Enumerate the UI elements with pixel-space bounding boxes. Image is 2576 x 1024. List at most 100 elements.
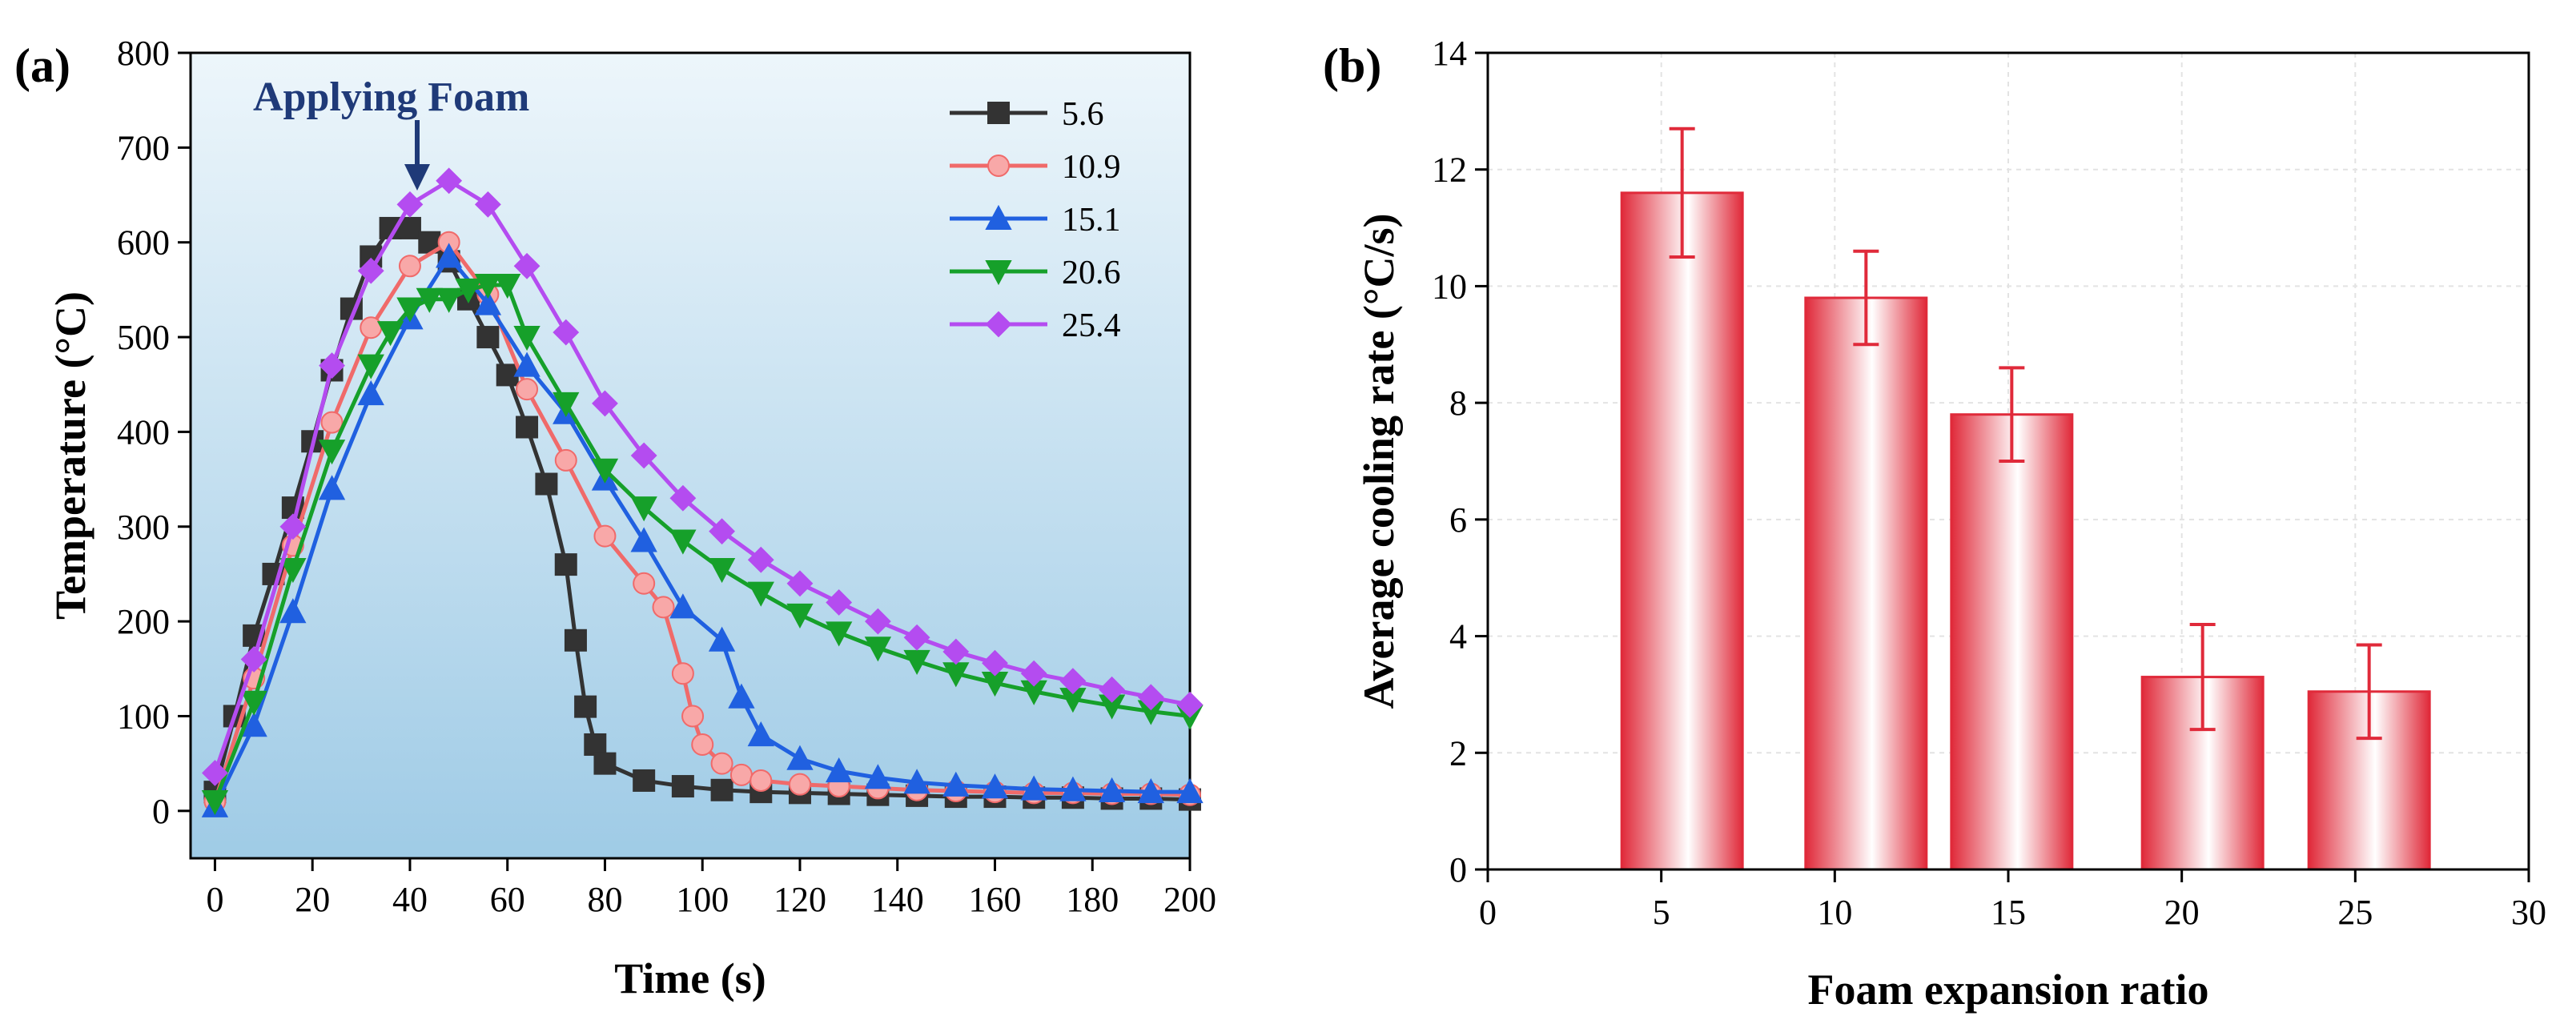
legend-25-4-label: 25.4	[1062, 307, 1121, 344]
series-5-6-point	[574, 695, 597, 718]
legend-10-9-label: 10.9	[1062, 149, 1121, 186]
series-20-6-point	[826, 621, 853, 647]
panel-b-y-tick-label: 10	[1432, 267, 1467, 306]
panel-a-y-tick-label: 600	[117, 223, 170, 263]
panel-b-y-tick-label: 2	[1449, 733, 1467, 773]
series-25-4-point	[592, 390, 618, 417]
series-25-4-point	[747, 546, 774, 573]
series-15-1-point	[747, 721, 774, 747]
panel-b-x-tick-label: 0	[1479, 893, 1497, 932]
series-5-6-point	[476, 326, 500, 349]
series-25-4	[202, 167, 1204, 786]
panel-a-legend: 5.6 10.9 15.1 20.6 25.4	[950, 96, 1121, 344]
bar-2	[1804, 249, 1928, 871]
panel-b-y-axis-title: Average cooling rate (°C/s)	[1355, 214, 1403, 709]
series-20-6-point	[630, 496, 657, 522]
series-20-6-point	[591, 458, 619, 484]
series-25-4-point	[1059, 668, 1087, 695]
series-15-1-point	[357, 379, 384, 406]
series-25-4-point	[396, 191, 424, 218]
legend-20-6-marker	[985, 260, 1012, 286]
series-25-4-point	[319, 352, 345, 379]
panel-a-y-axis-title: Temperature (°C)	[46, 291, 94, 620]
series-25-4-point	[826, 589, 853, 616]
series-20-6-point	[455, 278, 482, 304]
series-15-1-point	[864, 764, 892, 789]
panel-a-x-tick-label: 0	[206, 880, 223, 919]
panel-a-x-tick-label: 100	[676, 880, 729, 919]
series-25-4-point	[202, 760, 228, 786]
bar-5	[2307, 643, 2431, 871]
panel-a-x-tick-label: 60	[490, 880, 525, 919]
series-20-6-point	[553, 392, 580, 418]
series-10-9-point	[788, 773, 811, 796]
bar-3	[1950, 366, 2074, 871]
panel-a-x-tick-label: 80	[587, 880, 622, 919]
series-20-6-point	[396, 297, 424, 323]
series-15-1-point	[1059, 776, 1087, 801]
panel-a-x-tick-label: 120	[774, 880, 826, 919]
series-20-6-point	[240, 690, 267, 716]
series-5-6-point	[564, 628, 587, 652]
series-20-6-point	[416, 287, 443, 313]
series-25-4-point	[942, 638, 970, 665]
series-15-1-point	[630, 527, 657, 552]
series-5-6-point	[535, 472, 558, 496]
series-10-9-point	[360, 316, 383, 339]
panel-a-annotation: Applying Foam	[253, 74, 529, 191]
panel-b-y-tick-label: 14	[1432, 34, 1467, 73]
panel-b-y-tick-label: 8	[1449, 383, 1467, 423]
series-15-1-point	[786, 745, 814, 770]
panel-b-y-tick-label: 6	[1449, 500, 1467, 540]
series-5-6-point	[584, 733, 607, 756]
series-25-4-point	[436, 167, 463, 195]
applying-foam-annotation: Applying Foam	[253, 74, 529, 120]
panel-b-x-tick-label: 30	[2511, 893, 2546, 932]
series-5-6-point	[554, 553, 577, 576]
series-20-6-point	[318, 440, 346, 465]
series-10-9-point	[554, 448, 577, 472]
panel-b-bars-group	[1620, 126, 2431, 871]
series-25-4-point	[1020, 660, 1047, 687]
panel-a-x-tick-label: 180	[1066, 880, 1119, 919]
bar-1	[1620, 126, 1744, 871]
series-15-1-point	[1137, 778, 1164, 804]
legend-15-1-marker	[985, 204, 1012, 230]
series-25-4-point	[279, 513, 307, 540]
series-20-6-point	[864, 636, 892, 662]
series-25-4-point	[553, 319, 580, 346]
series-15-1-point	[474, 290, 502, 315]
panel-a-y-tick-label: 0	[152, 792, 170, 831]
series-25-4-point	[982, 649, 1008, 677]
series-20-6-point	[708, 558, 736, 584]
bar-rect	[1804, 296, 1928, 871]
series-15-1-point	[1098, 777, 1126, 802]
panel-a-label: (a)	[14, 39, 70, 92]
series-20-6	[201, 273, 1204, 816]
series-15-1-point	[513, 351, 541, 377]
series-20-6-point	[376, 321, 404, 347]
panel-b-x-tick-label: 20	[2164, 893, 2200, 932]
series-10-9-point	[633, 572, 656, 595]
bar-rect	[1950, 413, 2074, 871]
panel-b-axes: 0 5 10 15 20 25 30 0 2 4 6 8 10 12 14	[1432, 34, 2546, 932]
panel-b-x-tick-label: 5	[1653, 893, 1670, 932]
series-15-1-point	[1020, 775, 1047, 801]
series-5-6-point	[516, 416, 539, 439]
series-5-6-point	[593, 752, 617, 775]
panel-a-y-tick-label: 700	[117, 128, 170, 167]
series-25-4-point	[903, 624, 930, 651]
series-10-9-point	[516, 378, 539, 401]
series-10-9-point	[691, 733, 714, 756]
legend-10-9-marker	[987, 155, 1010, 177]
series-25-4-point	[630, 442, 657, 469]
panel-b-y-tick-label: 0	[1449, 850, 1467, 889]
series-15-1-point	[318, 475, 346, 500]
series-20-6-point	[435, 287, 463, 313]
panel-a-y-tick-label: 400	[117, 412, 170, 452]
panel-b-x-tick-label: 10	[1817, 893, 1852, 932]
series-10-9-point	[593, 524, 617, 548]
series-15-1-point	[435, 243, 463, 268]
series-25-4-point	[1137, 684, 1164, 711]
panel-a-line-chart: (a) 0 20 40 60 80 100 120 140 160 180 200 0 100 200 30…	[14, 34, 1216, 1002]
